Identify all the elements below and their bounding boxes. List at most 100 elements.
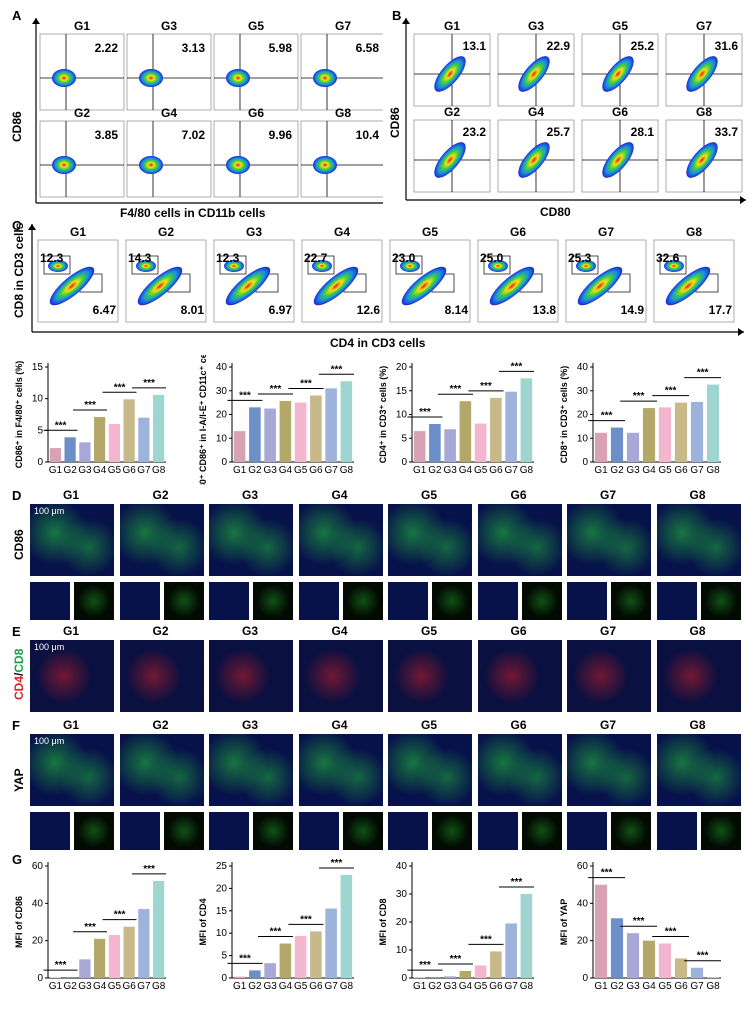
micro-group-label: G8 [689, 718, 706, 732]
bar-chart-3-ylabel: CD4⁺ in CD3⁺ cells (%) [378, 366, 388, 464]
bar-chart-2-x-tick-label: G4 [279, 465, 293, 476]
bar-chart-5-x-tick-label: G7 [137, 981, 151, 992]
bar-chart-2-bar-g7 [325, 388, 337, 462]
bar-chart-6-x-tick-label: G1 [233, 981, 247, 992]
micro-group-label: G2 [152, 718, 169, 732]
bar-chart-1-tick-label: 5 [37, 425, 43, 436]
bar-chart-8-sig-label: *** [697, 951, 709, 962]
bar-chart-1-x-tick-label: G4 [93, 465, 107, 476]
bar-chart-4-tick-label: 10 [577, 433, 589, 444]
panel-f-letter: F [12, 718, 20, 733]
micro-image-g2 [119, 734, 204, 806]
panel-b-density-blob [434, 142, 466, 178]
panel-b-group-label: G7 [696, 19, 712, 33]
bar-chart-2-tick-label: 30 [216, 386, 228, 397]
panel-a-value: 5.98 [269, 41, 293, 55]
bar-chart-6-sig-label: *** [300, 914, 312, 925]
bar-chart-2-sig-label: *** [331, 364, 343, 375]
bar-chart-3-bar-g1 [413, 431, 426, 462]
panel-a-group-label: G5 [248, 19, 264, 33]
panel-a-density-blob [139, 69, 163, 87]
bar-chart-6-x-tick-label: G8 [340, 981, 354, 992]
micro-group-label: G8 [689, 624, 706, 638]
panel-c-group-label: G2 [158, 225, 174, 239]
panel-c-density-blob [49, 266, 95, 306]
bar-chart-8-bar-g6 [674, 958, 688, 978]
bar-chart-2-bar-g8 [340, 381, 353, 462]
bar-chart-1-bar-g6 [123, 399, 135, 462]
bar-chart-2-x-tick-label: G5 [294, 465, 308, 476]
panel-c-density-blob [489, 266, 535, 306]
scale-bar: 100 μm [34, 736, 65, 746]
bar-chart-4-bar-g6 [674, 402, 688, 462]
micro-image-g4 [298, 640, 383, 712]
bar-chart-4-x-tick-label: G2 [610, 465, 624, 476]
micro-image-g8 [656, 734, 741, 806]
panel-b-group-label: G3 [528, 19, 544, 33]
panel-c-density-blob [665, 266, 711, 306]
panel-c-density-blob [137, 266, 183, 306]
panel-a-value: 7.02 [182, 128, 206, 142]
bar-chart-8-x-tick-label: G3 [626, 981, 640, 992]
micro-image-g2 [119, 640, 204, 712]
panel-b-density-blob [602, 56, 634, 92]
bar-chart-7-tick-label: 30 [396, 889, 408, 900]
bar-chart-5-sig-label: *** [55, 960, 67, 971]
bar-chart-1-x-tick-label: G3 [78, 465, 92, 476]
bar-chart-5-x-tick-label: G6 [122, 981, 136, 992]
panel-c-bottom-value: 17.7 [709, 303, 733, 317]
bar-chart-4-tick-label: 20 [577, 410, 589, 421]
bar-chart-7-x-tick-label: G5 [474, 981, 488, 992]
bar-chart-4-x-tick-label: G3 [626, 465, 640, 476]
micro-group-label: G5 [420, 624, 437, 638]
panel-c-gate-cd8 [659, 255, 687, 275]
bar-chart-4-x-tick-label: G4 [642, 465, 656, 476]
bar-chart-5-sig-label: *** [143, 864, 155, 875]
bar-chart-3-bar-g3 [444, 429, 456, 462]
bar-chart-8-bar-g7 [690, 967, 704, 978]
panel-a-value: 6.58 [356, 41, 380, 55]
bar-chart-3-x-tick-label: G6 [489, 465, 503, 476]
bar-chart-5-tick-label: 40 [32, 898, 44, 909]
bar-chart-5-bar-g8 [153, 880, 165, 978]
micro-image-g8 [656, 640, 741, 712]
micro-image-g3 [209, 640, 293, 712]
panel-c-gate-cd8 [395, 255, 423, 275]
panel-c-top-value: 23.0 [392, 251, 416, 265]
panel-a-density-blob [139, 156, 163, 174]
bar-chart-1-bar-g7 [138, 417, 150, 462]
micro-image-g2 [119, 504, 204, 576]
bar-chart-1-ylabel: CD86⁺ in F4/80⁺ cells (%) [14, 361, 24, 469]
panel-c-gate-cd8 [571, 255, 599, 275]
bar-chart-1-x-tick-label: G7 [137, 465, 151, 476]
scale-bar: 100 μm [34, 506, 65, 516]
micro-inset-dapi [388, 812, 428, 850]
panel-a-xlabel: F4/80 cells in CD11b cells [120, 206, 266, 220]
bar-chart-2-x-tick-label: G1 [233, 465, 247, 476]
bar-chart-5-x-tick-label: G3 [78, 981, 92, 992]
bar-chart-3-x-tick-label: G7 [504, 465, 518, 476]
bar-chart-1-bar-g2 [64, 437, 76, 462]
bar-chart-1-sig-label: *** [143, 378, 155, 389]
micro-inset-marker [432, 812, 472, 850]
micro-group-label: G4 [331, 718, 348, 732]
micro-inset-dapi [388, 582, 428, 620]
panel-d-images: G1 G2 G3 G4 G5 G6 G7 G8 100 μm [30, 488, 750, 623]
bar-chart-3-tick-label: 15 [396, 386, 408, 397]
bar-chart-8-tick-label: 20 [577, 936, 589, 947]
bar-chart-4-x-tick-label: G6 [674, 465, 688, 476]
micro-image-g3 [209, 504, 293, 576]
panel-c-bottom-value: 12.6 [357, 303, 381, 317]
bar-chart-3-bar-g4 [459, 401, 472, 462]
panel-a-value: 3.85 [95, 128, 119, 142]
bar-chart-2-bar-g1 [233, 431, 246, 462]
panel-a-density-blob [52, 156, 76, 174]
bar-chart-5-x-tick-label: G2 [63, 981, 77, 992]
cd8-label: CD8 [12, 648, 26, 673]
panel-f-ylabel: YAP [12, 768, 26, 792]
bar-chart-2-bar-g6 [310, 395, 322, 462]
bar-chart-1-bar-g3 [79, 442, 91, 462]
micro-inset-marker [74, 582, 114, 620]
panel-b-group-label: G5 [612, 19, 628, 33]
micro-inset-marker [611, 582, 651, 620]
